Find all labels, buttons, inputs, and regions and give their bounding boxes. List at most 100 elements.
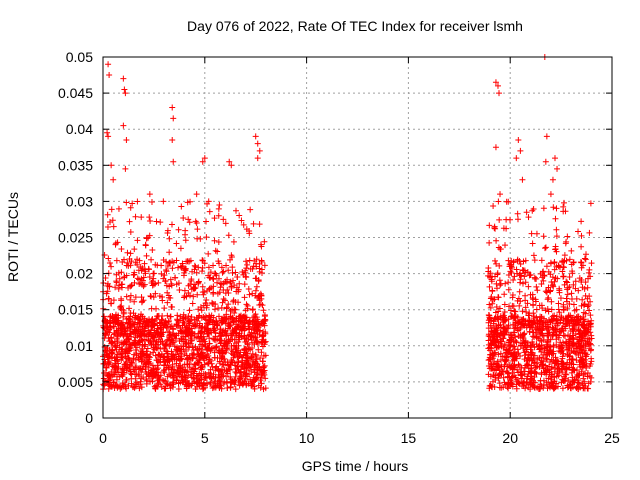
data-point xyxy=(181,336,188,343)
data-point xyxy=(124,249,131,256)
data-point xyxy=(520,267,527,274)
data-point xyxy=(212,367,219,374)
data-point xyxy=(548,298,555,305)
data-point xyxy=(254,338,261,345)
data-point xyxy=(190,284,197,291)
data-point xyxy=(540,205,547,212)
data-point xyxy=(256,292,263,299)
data-point xyxy=(511,273,518,280)
data-point xyxy=(505,303,512,310)
data-point xyxy=(194,318,201,325)
data-point xyxy=(164,312,171,319)
data-point xyxy=(162,341,169,348)
data-point xyxy=(123,347,130,354)
data-point xyxy=(119,350,126,357)
data-point xyxy=(242,273,249,280)
data-point xyxy=(108,263,115,270)
data-point xyxy=(109,217,116,224)
data-point xyxy=(489,296,496,303)
data-point xyxy=(147,329,154,336)
data-point xyxy=(582,382,589,389)
data-point xyxy=(493,323,500,330)
data-point xyxy=(208,329,215,336)
data-point xyxy=(102,274,109,281)
data-point xyxy=(109,349,116,356)
data-point xyxy=(225,232,232,239)
data-point xyxy=(242,314,249,321)
data-point xyxy=(549,317,556,324)
data-point xyxy=(182,341,189,348)
data-point xyxy=(228,332,235,339)
data-point xyxy=(240,221,247,228)
data-point xyxy=(207,381,214,388)
data-point xyxy=(224,340,231,347)
data-point xyxy=(131,246,138,253)
data-point xyxy=(540,377,547,384)
data-point xyxy=(175,264,182,271)
data-point xyxy=(544,338,551,345)
data-point xyxy=(119,281,126,288)
data-point xyxy=(556,289,563,296)
data-point xyxy=(126,363,133,370)
data-point xyxy=(527,386,534,393)
data-point xyxy=(540,315,547,322)
data-point xyxy=(199,352,206,359)
data-point xyxy=(531,257,538,264)
data-point xyxy=(523,382,530,389)
data-point xyxy=(584,335,591,342)
data-point xyxy=(215,313,222,320)
data-point xyxy=(573,295,580,302)
data-point xyxy=(490,333,497,340)
data-point xyxy=(230,319,237,326)
data-point xyxy=(105,61,112,68)
data-point xyxy=(199,289,206,296)
data-point xyxy=(543,341,550,348)
data-point xyxy=(254,326,261,333)
data-point xyxy=(249,350,256,357)
data-point xyxy=(135,371,142,378)
data-point xyxy=(148,305,155,312)
data-point xyxy=(536,342,543,349)
data-point xyxy=(147,217,154,224)
data-point xyxy=(529,207,536,214)
data-point xyxy=(126,218,133,225)
data-point xyxy=(117,303,124,310)
data-point xyxy=(205,325,212,332)
data-point xyxy=(105,295,112,302)
data-point xyxy=(501,309,508,316)
data-point xyxy=(513,155,520,162)
data-point xyxy=(553,373,560,380)
data-point xyxy=(175,353,182,360)
data-point xyxy=(578,232,585,239)
data-point xyxy=(565,338,572,345)
data-point xyxy=(547,288,554,295)
data-point xyxy=(132,259,139,266)
data-point xyxy=(495,294,502,301)
data-point xyxy=(152,352,159,359)
data-point xyxy=(523,324,530,331)
data-point xyxy=(255,364,262,371)
data-point xyxy=(218,264,225,271)
data-point xyxy=(578,368,585,375)
data-point xyxy=(223,315,230,322)
data-point xyxy=(126,305,133,312)
data-point xyxy=(545,308,552,315)
data-point xyxy=(544,324,551,331)
data-point xyxy=(568,290,575,297)
data-point xyxy=(162,342,169,349)
data-point xyxy=(496,90,503,97)
data-point xyxy=(486,365,493,372)
data-point xyxy=(240,371,247,378)
data-point xyxy=(531,374,538,381)
data-point xyxy=(509,292,516,299)
data-point xyxy=(560,203,567,210)
data-point xyxy=(540,268,547,275)
data-point xyxy=(181,351,188,358)
data-point xyxy=(155,373,162,380)
data-point xyxy=(572,285,579,292)
data-point xyxy=(507,307,514,314)
data-point xyxy=(539,326,546,333)
data-point xyxy=(104,282,111,289)
data-point xyxy=(206,374,213,381)
x-tick-label: 25 xyxy=(604,430,620,446)
